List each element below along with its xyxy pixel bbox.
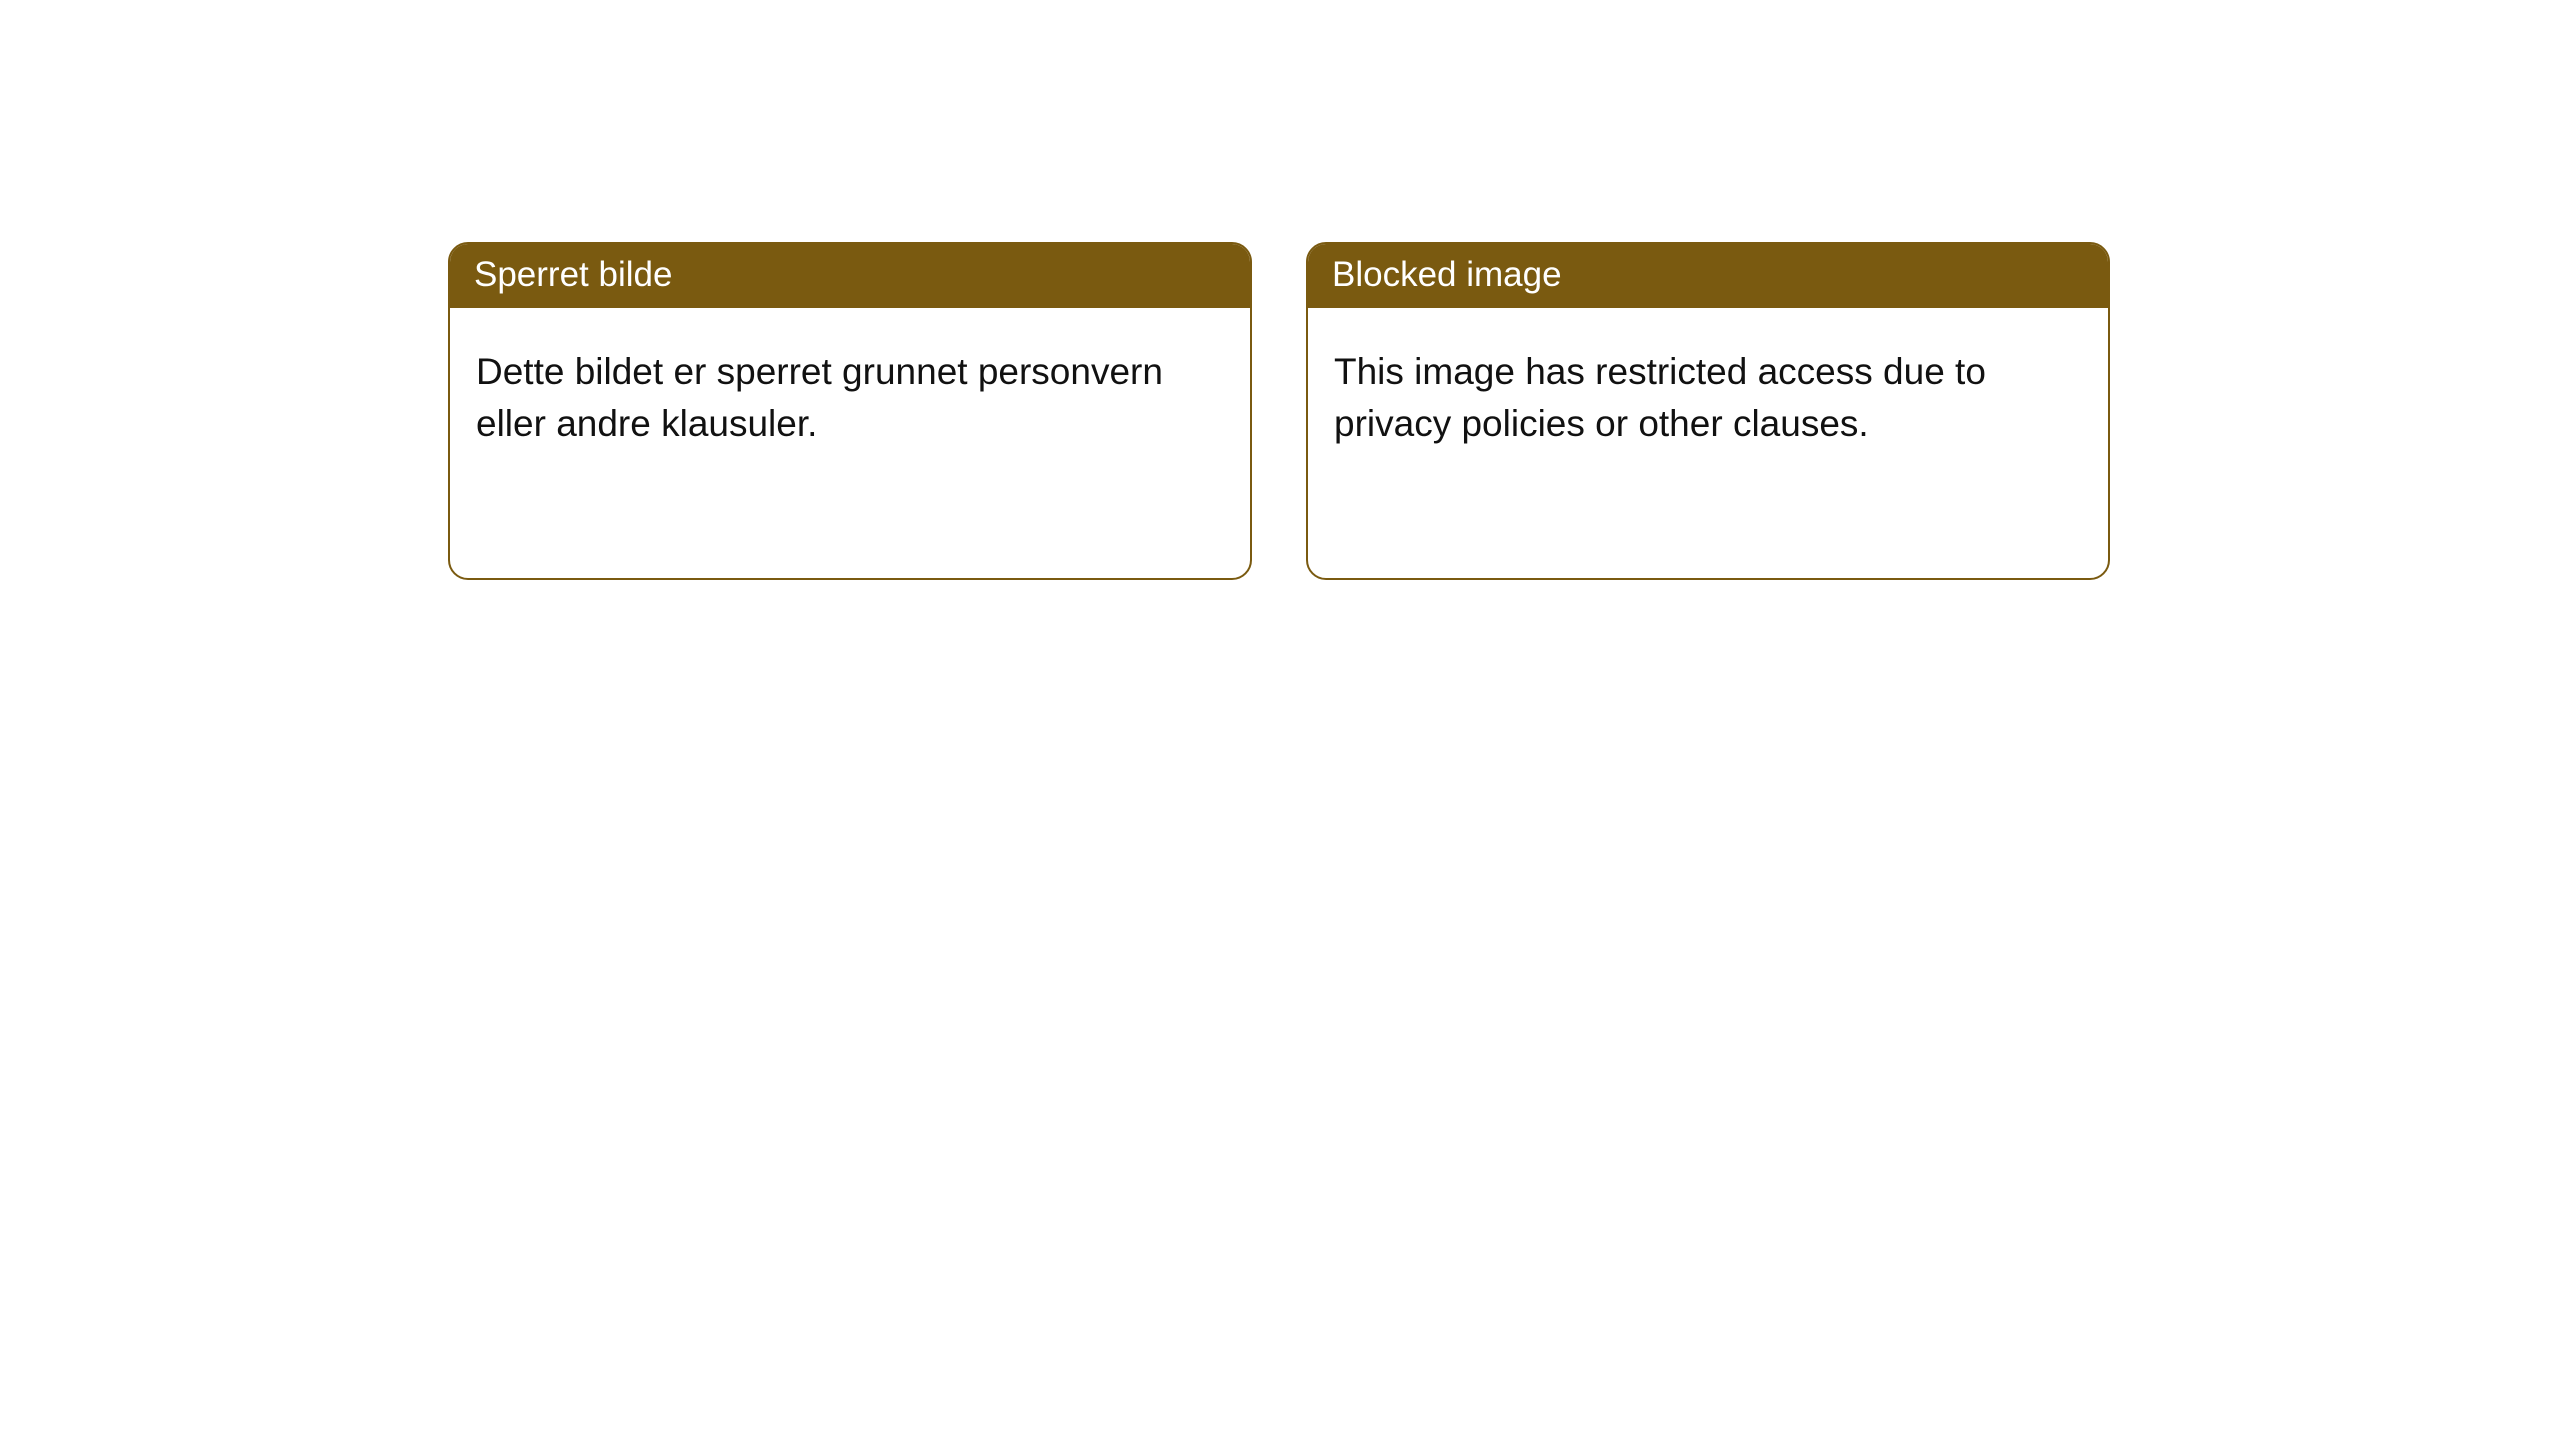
card-title: Sperret bilde (474, 255, 672, 294)
card-body: Dette bildet er sperret grunnet personve… (450, 308, 1250, 488)
notice-card-english: Blocked image This image has restricted … (1306, 242, 2110, 580)
card-header: Sperret bilde (450, 244, 1250, 308)
notice-container: Sperret bilde Dette bildet er sperret gr… (0, 0, 2560, 580)
card-header: Blocked image (1308, 244, 2108, 308)
card-body: This image has restricted access due to … (1308, 308, 2108, 488)
notice-card-norwegian: Sperret bilde Dette bildet er sperret gr… (448, 242, 1252, 580)
card-body-text: This image has restricted access due to … (1334, 351, 1986, 444)
card-title: Blocked image (1332, 255, 1562, 294)
card-body-text: Dette bildet er sperret grunnet personve… (476, 351, 1163, 444)
